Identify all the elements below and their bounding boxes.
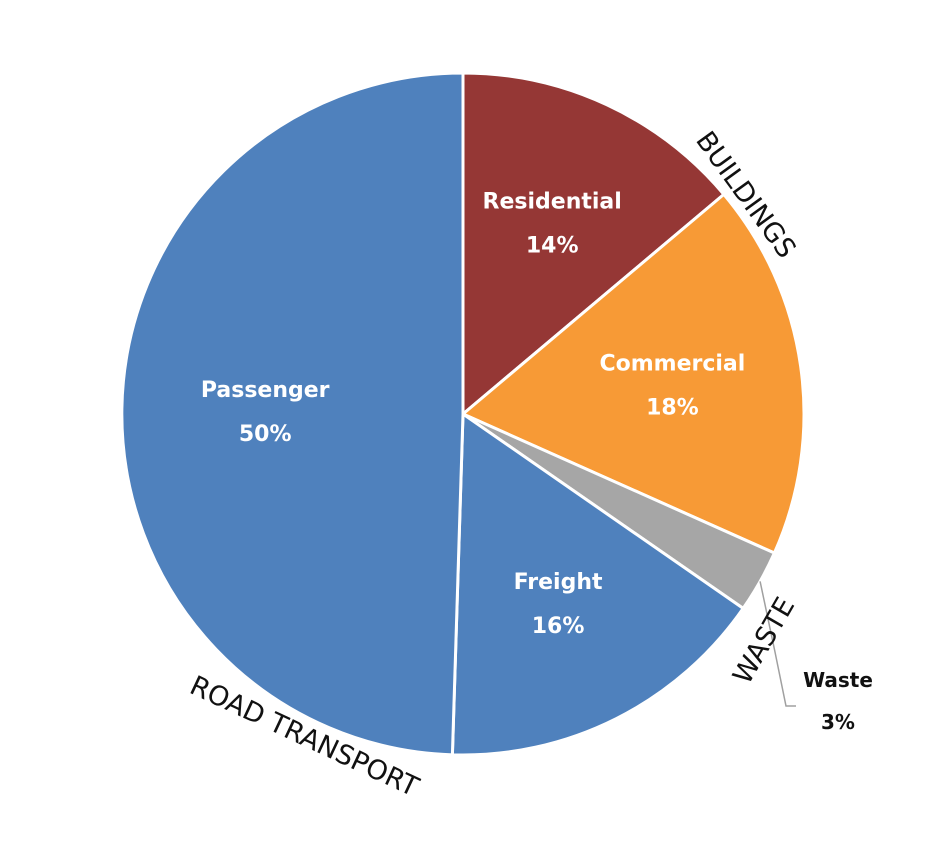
- pie-slices: [120, 71, 806, 757]
- slice-residential: [461, 71, 726, 416]
- slice-passenger: [120, 71, 465, 757]
- slice-freight: [450, 412, 745, 757]
- slice-value-freight: 16%: [532, 614, 585, 639]
- slice-label-waste: Waste: [803, 668, 873, 692]
- slice-labels: Residential 14% Commercial 18% Waste 3% Freigh…: [201, 189, 873, 734]
- waste-leader-line: [759, 581, 796, 707]
- slice-value-residential: 14%: [526, 233, 579, 258]
- slice-value-commercial: 18%: [646, 396, 699, 421]
- slice-label-freight: Freight: [514, 570, 603, 595]
- slice-label-passenger: Passenger: [201, 378, 330, 403]
- slice-commercial: [461, 192, 806, 555]
- slice-value-passenger: 50%: [239, 422, 292, 447]
- slice-label-residential: Residential: [483, 189, 622, 214]
- slice-label-commercial: Commercial: [599, 352, 745, 377]
- slice-value-waste: 3%: [821, 710, 855, 734]
